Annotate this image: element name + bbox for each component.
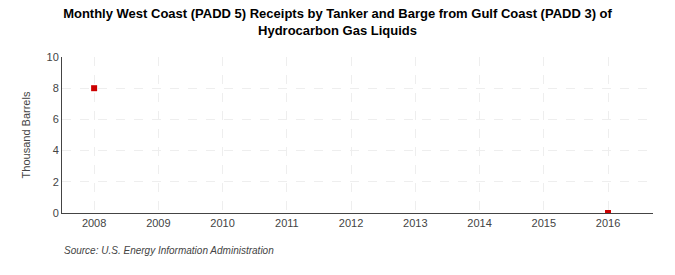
svg-text:10: 10: [47, 51, 59, 63]
svg-text:2013: 2013: [403, 217, 427, 229]
svg-text:2014: 2014: [467, 217, 491, 229]
svg-text:Thousand Barrels: Thousand Barrels: [20, 91, 32, 178]
svg-text:Source: U.S. Energy Informatio: Source: U.S. Energy Information Administ…: [64, 245, 274, 256]
svg-text:Monthly West Coast (PADD 5) Re: Monthly West Coast (PADD 5) Receipts by …: [63, 6, 612, 38]
svg-text:2008: 2008: [82, 217, 106, 229]
svg-text:2010: 2010: [210, 217, 234, 229]
svg-text:2009: 2009: [146, 217, 170, 229]
svg-text:8: 8: [53, 82, 59, 94]
svg-text:6: 6: [53, 113, 59, 125]
svg-text:2016: 2016: [596, 217, 620, 229]
svg-text:0: 0: [53, 207, 59, 219]
svg-text:2: 2: [53, 176, 59, 188]
svg-text:2015: 2015: [532, 217, 556, 229]
svg-text:2012: 2012: [339, 217, 363, 229]
svg-text:2011: 2011: [275, 217, 299, 229]
svg-text:4: 4: [53, 144, 59, 156]
